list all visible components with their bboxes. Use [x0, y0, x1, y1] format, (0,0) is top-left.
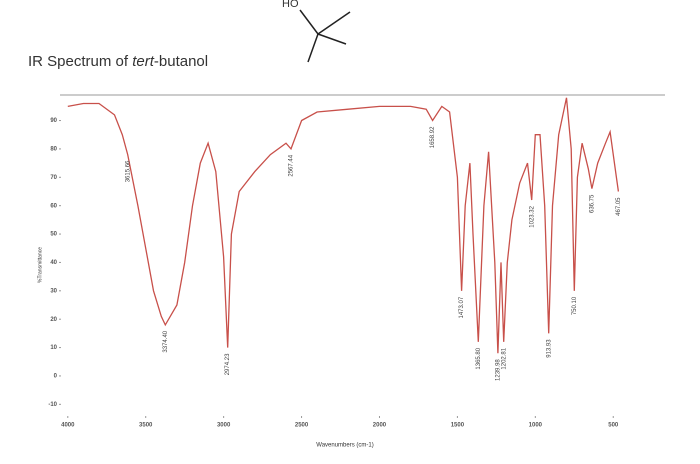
peak-label: 2567.44: [289, 154, 295, 176]
peak-label: 636.75: [590, 194, 596, 213]
x-tick-label: 4000: [61, 423, 75, 429]
x-tick-label: 1000: [529, 423, 543, 429]
y-tick-label: 20: [50, 317, 57, 323]
title-part: -butanol: [154, 53, 208, 70]
y-tick-label: 70: [50, 175, 57, 181]
x-tick-label: 2000: [373, 423, 387, 429]
spectrum-line: [67, 97, 620, 354]
y-tick-label: 40: [50, 260, 57, 266]
structure: [299, 9, 351, 63]
y-axis-label: %Transmittance: [37, 247, 43, 283]
peak-label: 3615.66: [125, 160, 131, 182]
y-tick-label: 50: [50, 232, 57, 238]
peak-label: 750.10: [572, 296, 578, 315]
x-tick-label: 1500: [451, 423, 465, 429]
peak-label: 1023.32: [529, 205, 535, 227]
y-tick-label: -10: [48, 402, 57, 408]
y-tick-label: 80: [50, 146, 57, 152]
x-tick-label: 3500: [139, 423, 153, 429]
chart-title: IR Spectrum of tert-butanol: [28, 53, 208, 70]
title-part: IR Spectrum of: [28, 53, 132, 70]
peak-label: 1239.98: [496, 359, 502, 381]
peak-label: 1365.80: [476, 347, 482, 369]
peak-label: 1473.07: [459, 296, 465, 318]
y-tick-label: 60: [50, 203, 57, 209]
x-tick-label: 2500: [295, 423, 309, 429]
peak-label: 913.93: [546, 339, 552, 358]
peak-label: 2974.23: [225, 353, 231, 375]
y-tick-label: 0: [54, 374, 58, 380]
peak-label: 3374.40: [163, 330, 169, 352]
y-tick-label: 10: [50, 345, 57, 351]
title-part: tert: [132, 53, 155, 70]
peak-label: 1658.92: [430, 126, 436, 148]
x-axis-label: Wavenumbers (cm-1): [316, 443, 373, 449]
peak-label: 467.05: [616, 197, 622, 216]
x-tick-label: 3000: [217, 423, 231, 429]
y-tick-label: 30: [50, 288, 57, 294]
x-tick-label: 500: [608, 423, 619, 429]
structure-label: HO: [282, 0, 299, 10]
peak-label: 1202.81: [501, 347, 507, 369]
y-tick-label: 90: [50, 118, 57, 124]
